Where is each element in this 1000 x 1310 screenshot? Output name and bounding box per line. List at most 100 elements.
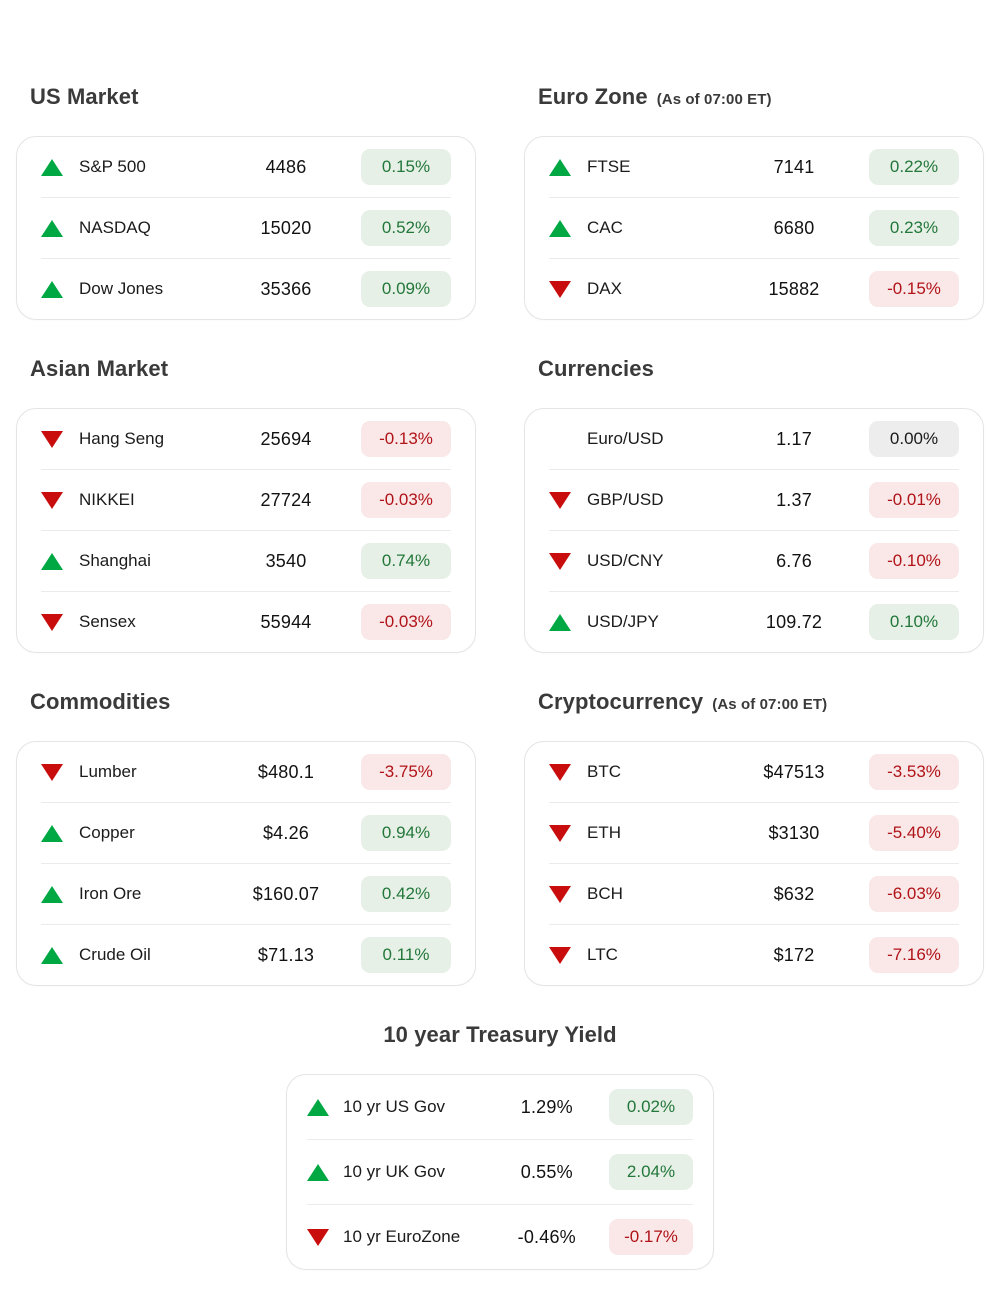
market-row: USD/CNY 6.76 -0.10% (549, 530, 959, 591)
change-badge: -6.03% (869, 876, 959, 912)
instrument-value: $47513 (763, 761, 825, 782)
section-title-text: 10 year Treasury Yield (383, 1022, 617, 1047)
down-arrow-icon (41, 430, 63, 448)
asian-market-card: Hang Seng 25694 -0.13% NIKKEI 27724 -0.0… (16, 408, 476, 653)
instrument-value: 6680 (773, 217, 815, 238)
instrument-label: Euro/USD (587, 429, 664, 448)
section-title: Cryptocurrency (As of 07:00 ET) (538, 689, 984, 715)
down-arrow-icon (307, 1228, 329, 1246)
euro-zone-card: FTSE 7141 0.22% CAC 6680 0.23% DAX 15882… (524, 136, 984, 320)
market-row: BTC $47513 -3.53% (549, 742, 959, 802)
market-row: 10 yr US Gov 1.29% 0.02% (307, 1075, 693, 1139)
section-treasury-yield: 10 year Treasury Yield 10 yr US Gov 1.29… (286, 1022, 714, 1270)
market-row: Dow Jones 35366 0.09% (41, 258, 451, 319)
section-title-text: Asian Market (30, 356, 169, 381)
section-title: Euro Zone (As of 07:00 ET) (538, 84, 984, 110)
section-commodities: Commodities Lumber $480.1 -3.75% Copper … (16, 689, 476, 986)
change-badge: 2.04% (609, 1154, 693, 1190)
market-row: Lumber $480.1 -3.75% (41, 742, 451, 802)
market-row: NASDAQ 15020 0.52% (41, 197, 451, 258)
instrument-label: NASDAQ (79, 218, 151, 237)
change-badge: -0.17% (609, 1219, 693, 1255)
change-badge: 0.42% (361, 876, 451, 912)
instrument-label: Shanghai (79, 551, 151, 570)
instrument-label: BTC (587, 762, 621, 781)
instrument-label: Sensex (79, 612, 136, 631)
down-arrow-icon (549, 763, 571, 781)
down-arrow-icon (549, 946, 571, 964)
instrument-label: Iron Ore (79, 884, 142, 903)
instrument-value: 7141 (773, 156, 815, 177)
instrument-value: $3130 (768, 822, 820, 843)
down-arrow-icon (549, 491, 571, 509)
instrument-label: CAC (587, 218, 623, 237)
section-title-text: Currencies (538, 356, 654, 381)
market-row: Hang Seng 25694 -0.13% (41, 409, 451, 469)
instrument-value: 4486 (265, 156, 307, 177)
up-arrow-icon (41, 885, 63, 903)
dashboard-row-3: Commodities Lumber $480.1 -3.75% Copper … (16, 689, 984, 986)
change-badge: -5.40% (869, 815, 959, 851)
instrument-value: 27724 (260, 489, 312, 510)
market-row: NIKKEI 27724 -0.03% (41, 469, 451, 530)
instrument-value: $71.13 (257, 944, 315, 965)
instrument-label: Lumber (79, 762, 137, 781)
instrument-value: 35366 (260, 278, 312, 299)
dashboard-row-1: US Market S&P 500 4486 0.15% NASDAQ 1502… (16, 84, 984, 320)
market-row: Crude Oil $71.13 0.11% (41, 924, 451, 985)
change-badge: -0.10% (869, 543, 959, 579)
down-arrow-icon (549, 280, 571, 298)
down-arrow-icon (549, 885, 571, 903)
section-title: 10 year Treasury Yield (286, 1022, 714, 1048)
instrument-value: $160.07 (252, 883, 320, 904)
change-badge: -0.01% (869, 482, 959, 518)
instrument-value: 1.17 (776, 428, 812, 449)
up-arrow-icon (307, 1098, 329, 1116)
instrument-value: $632 (773, 883, 815, 904)
change-badge: -0.13% (361, 421, 451, 457)
market-row: 10 yr EuroZone -0.46% -0.17% (307, 1204, 693, 1269)
change-badge: 0.02% (609, 1089, 693, 1125)
instrument-value: 109.72 (765, 611, 823, 632)
change-badge: 0.23% (869, 210, 959, 246)
market-row: GBP/USD 1.37 -0.01% (549, 469, 959, 530)
us-market-card: S&P 500 4486 0.15% NASDAQ 15020 0.52% Do… (16, 136, 476, 320)
instrument-value: 6.76 (776, 550, 812, 571)
instrument-value: 1.29% (520, 1096, 573, 1117)
section-us-market: US Market S&P 500 4486 0.15% NASDAQ 1502… (16, 84, 476, 320)
instrument-label: FTSE (587, 157, 631, 176)
instrument-value: $4.26 (262, 822, 310, 843)
market-row: BCH $632 -6.03% (549, 863, 959, 924)
instrument-label: Dow Jones (79, 279, 164, 298)
instrument-label: LTC (587, 945, 618, 964)
change-badge: 0.94% (361, 815, 451, 851)
up-arrow-icon (549, 219, 571, 237)
down-arrow-icon (41, 491, 63, 509)
instrument-value: 55944 (260, 611, 312, 632)
change-badge: 0.11% (361, 937, 451, 973)
instrument-label: 10 yr UK Gov (343, 1162, 446, 1181)
section-title: Commodities (30, 689, 476, 715)
market-row: ETH $3130 -5.40% (549, 802, 959, 863)
change-badge: -3.53% (869, 754, 959, 790)
section-cryptocurrency: Cryptocurrency (As of 07:00 ET) BTC $475… (524, 689, 984, 986)
treasury-yield-card: 10 yr US Gov 1.29% 0.02% 10 yr UK Gov 0.… (286, 1074, 714, 1270)
change-badge: -0.03% (361, 482, 451, 518)
dashboard-row-2: Asian Market Hang Seng 25694 -0.13% NIKK… (16, 356, 984, 653)
down-arrow-icon (549, 824, 571, 842)
instrument-label: 10 yr EuroZone (343, 1227, 461, 1246)
section-subtitle: (As of 07:00 ET) (656, 91, 772, 108)
up-arrow-icon (41, 552, 63, 570)
market-row: S&P 500 4486 0.15% (41, 137, 451, 197)
up-arrow-icon (41, 158, 63, 176)
cryptocurrency-card: BTC $47513 -3.53% ETH $3130 -5.40% BCH $… (524, 741, 984, 986)
up-arrow-icon (307, 1163, 329, 1181)
section-euro-zone: Euro Zone (As of 07:00 ET) FTSE 7141 0.2… (524, 84, 984, 320)
market-row: 10 yr UK Gov 0.55% 2.04% (307, 1139, 693, 1204)
down-arrow-icon (549, 552, 571, 570)
instrument-label: Crude Oil (79, 945, 151, 964)
change-badge: 0.74% (361, 543, 451, 579)
instrument-value: $480.1 (257, 761, 315, 782)
market-row: CAC 6680 0.23% (549, 197, 959, 258)
instrument-label: ETH (587, 823, 621, 842)
